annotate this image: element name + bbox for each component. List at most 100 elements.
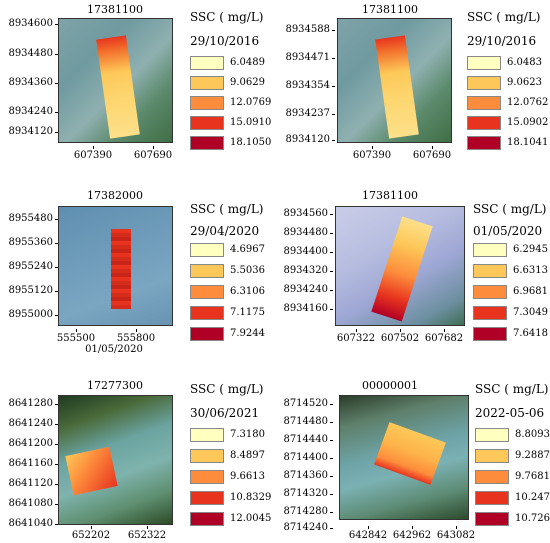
legend-swatch bbox=[190, 136, 224, 150]
legend-swatch bbox=[467, 56, 501, 70]
legend-swatch bbox=[467, 116, 501, 130]
satellite-map bbox=[339, 395, 469, 520]
legend-title: SSC ( mg/L) bbox=[190, 382, 264, 396]
legend-value: 8.8093 bbox=[515, 429, 550, 440]
station-id: 00000001 bbox=[362, 379, 418, 392]
legend-value: 9.2887 bbox=[515, 450, 550, 461]
legend-swatch bbox=[190, 56, 224, 70]
ssc-plume bbox=[111, 229, 131, 309]
legend-date: 30/06/2021 bbox=[190, 406, 260, 420]
legend-title: SSC ( mg/L) bbox=[467, 10, 541, 24]
legend-swatch bbox=[475, 491, 509, 505]
legend-value: 7.9244 bbox=[230, 328, 265, 339]
y-tick-label: 8934354 bbox=[280, 80, 335, 92]
station-id: 17381100 bbox=[362, 189, 418, 202]
station-id: 17382000 bbox=[87, 189, 143, 202]
satellite-map bbox=[337, 18, 452, 143]
legend-swatch bbox=[190, 285, 224, 299]
y-tick-label: 8934480 bbox=[278, 227, 333, 239]
map-panel-2: 17381100 8934588 8934471 8934354 8934237… bbox=[275, 0, 550, 181]
legend-swatch bbox=[467, 96, 501, 110]
y-tick-label: 8641120 bbox=[3, 478, 58, 490]
y-tick-label: 8934588 bbox=[280, 24, 335, 36]
satellite-map bbox=[58, 206, 173, 326]
legend-value: 10.7269 bbox=[515, 513, 550, 524]
y-tick-label: 8955360 bbox=[3, 237, 58, 249]
legend-value: 10.8329 bbox=[230, 492, 272, 503]
y-tick-label: 8641280 bbox=[3, 398, 58, 410]
legend-swatch bbox=[190, 306, 224, 320]
legend-date: 29/10/2016 bbox=[467, 34, 537, 48]
y-tick-label: 8934240 bbox=[3, 106, 58, 118]
legend-swatch bbox=[190, 96, 224, 110]
legend-swatch bbox=[190, 264, 224, 278]
ssc-plume bbox=[374, 422, 446, 485]
legend-title: SSC ( mg/L) bbox=[475, 382, 549, 396]
map-panel-6: 00000001 8714520 8714480 8714440 8714400… bbox=[275, 362, 550, 543]
y-tick-label: 8714480 bbox=[278, 416, 333, 428]
legend-swatch bbox=[190, 76, 224, 90]
ssc-plume bbox=[371, 216, 433, 322]
legend-swatch bbox=[190, 449, 224, 463]
legend-value: 6.3106 bbox=[230, 286, 265, 297]
legend-value: 4.6967 bbox=[230, 244, 265, 255]
y-tick-label: 8934600 bbox=[3, 18, 58, 30]
y-tick-label: 8714360 bbox=[278, 470, 333, 482]
x-tick-label: 607502 bbox=[375, 329, 425, 345]
panel-subtitle: 01/05/2020 bbox=[85, 344, 143, 355]
legend-value: 6.2945 bbox=[513, 244, 548, 255]
station-id: 17381100 bbox=[362, 3, 418, 16]
legend-value: 7.1175 bbox=[230, 307, 265, 318]
x-tick-label: 652202 bbox=[66, 526, 116, 542]
legend-swatch bbox=[190, 512, 224, 526]
legend-swatch bbox=[190, 116, 224, 130]
y-tick-label: 8955240 bbox=[3, 261, 58, 273]
y-tick-label: 8934160 bbox=[278, 303, 333, 315]
legend-swatch bbox=[473, 327, 507, 341]
legend-title: SSC ( mg/L) bbox=[190, 10, 264, 24]
legend-value: 5.5036 bbox=[230, 265, 265, 276]
legend-value: 9.0623 bbox=[507, 77, 542, 88]
legend-value: 6.6313 bbox=[513, 265, 548, 276]
legend-value: 12.0045 bbox=[230, 513, 272, 524]
satellite-map bbox=[58, 18, 173, 143]
legend-value: 7.6418 bbox=[513, 328, 548, 339]
legend-value: 6.0489 bbox=[230, 57, 265, 68]
legend-date: 01/05/2020 bbox=[473, 224, 543, 238]
y-tick-label: 8955120 bbox=[3, 285, 58, 297]
x-tick-label: 607322 bbox=[331, 329, 381, 345]
y-tick-label: 8934360 bbox=[3, 77, 58, 89]
legend-value: 15.0902 bbox=[507, 117, 549, 128]
map-panel-1: 17381100 8934600 8934480 8934360 8934240… bbox=[0, 0, 275, 181]
legend-swatch bbox=[190, 327, 224, 341]
legend-value: 18.1041 bbox=[507, 137, 549, 148]
legend-swatch bbox=[473, 306, 507, 320]
legend-swatch bbox=[190, 243, 224, 257]
ssc-plume bbox=[65, 446, 118, 496]
legend-value: 7.3180 bbox=[230, 429, 265, 440]
y-tick-label: 8934120 bbox=[3, 126, 58, 138]
x-tick-label: 607690 bbox=[128, 146, 178, 162]
x-tick-label: 555500 bbox=[51, 329, 101, 345]
x-tick-label: 642842 bbox=[343, 526, 393, 542]
y-tick-label: 8934237 bbox=[280, 108, 335, 120]
x-tick-label: 607690 bbox=[407, 146, 457, 162]
satellite-map bbox=[335, 206, 465, 326]
legend-swatch bbox=[190, 470, 224, 484]
x-tick-label: 607390 bbox=[347, 146, 397, 162]
legend-value: 9.0629 bbox=[230, 77, 265, 88]
satellite-map bbox=[58, 395, 173, 525]
y-tick-label: 8934120 bbox=[280, 134, 335, 146]
map-panel-4: 17381100 8934560 8934480 8934400 8934320… bbox=[275, 181, 550, 362]
legend-value: 8.4897 bbox=[230, 450, 265, 461]
legend-swatch bbox=[475, 512, 509, 526]
legend-swatch bbox=[473, 264, 507, 278]
legend-value: 12.0769 bbox=[230, 97, 272, 108]
y-tick-label: 8641160 bbox=[3, 458, 58, 470]
legend-value: 6.0483 bbox=[507, 57, 542, 68]
map-panel-3: 17382000 8955480 8955360 8955240 8955120… bbox=[0, 181, 275, 362]
y-tick-label: 8955480 bbox=[3, 213, 58, 225]
y-tick-label: 8714400 bbox=[278, 452, 333, 464]
legend-swatch bbox=[475, 470, 509, 484]
legend-swatch bbox=[190, 428, 224, 442]
